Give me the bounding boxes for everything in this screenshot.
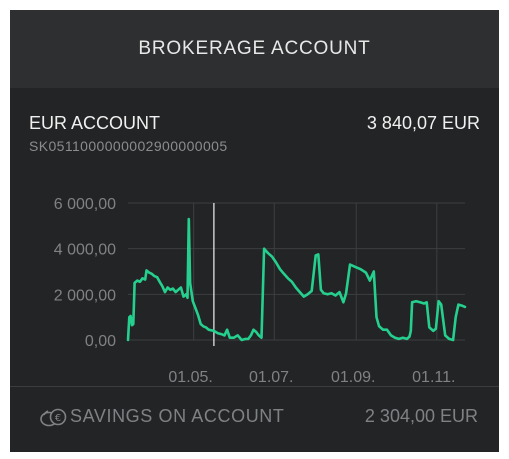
x-tick-label: 01.07.	[249, 369, 293, 386]
account-name: EUR ACCOUNT	[29, 113, 161, 133]
account-balance: 3 840,07 EUR	[366, 113, 480, 133]
brokerage-account-screen: BROKERAGE ACCOUNT EUR ACCOUNT SK05110000…	[10, 10, 499, 452]
savings-label: SAVINGS ON ACCOUNT	[70, 406, 285, 426]
account-iban: SK0511000000002900000005	[29, 138, 228, 154]
y-tick-label: 2 000,00	[54, 287, 116, 304]
x-tick-label: 01.05.	[168, 369, 212, 386]
page-title: BROKERAGE ACCOUNT	[138, 38, 371, 59]
x-tick-label: 01.11.	[412, 369, 455, 386]
header-bar: BROKERAGE ACCOUNT	[10, 10, 499, 88]
footer-divider	[10, 386, 499, 387]
x-tick-label: 01.09.	[331, 369, 375, 386]
coins-euro-icon: €	[40, 408, 67, 427]
savings-amount: 2 304,00 EUR	[364, 406, 478, 426]
y-tick-label: 6 000,00	[54, 196, 116, 213]
y-tick-label: 4 000,00	[54, 242, 116, 259]
y-tick-label: 0,00	[85, 333, 116, 350]
svg-text:€: €	[55, 413, 61, 424]
balance-chart[interactable]: 6 000,00 4 000,00 2 000,00 0,00 01.05. 01.07.…	[10, 190, 499, 390]
balance-series-line	[126, 217, 467, 342]
